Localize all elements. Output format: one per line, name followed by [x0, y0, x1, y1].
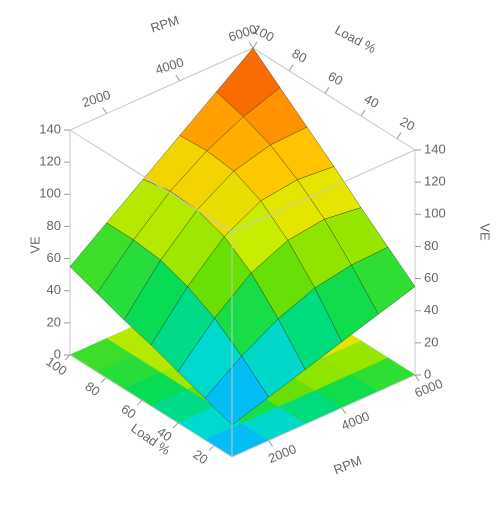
box-edge	[231, 149, 416, 233]
z-tick-label: 0	[54, 346, 61, 361]
y-tick-label: 100	[43, 354, 69, 379]
z-tick-label: 100	[424, 206, 446, 221]
y-tick	[396, 132, 402, 139]
y-tick	[172, 422, 179, 429]
surface-cell	[204, 355, 269, 426]
y-tick-label: 80	[290, 46, 310, 66]
z-tick-label: 120	[424, 174, 446, 189]
x-tick	[341, 407, 347, 415]
z-axis-title: VE	[478, 223, 493, 241]
x-tick	[102, 107, 108, 114]
x-tick-label: 4000	[339, 408, 371, 433]
x-tick	[175, 74, 181, 82]
y-tick	[64, 354, 71, 361]
y-tick-label: 20	[398, 114, 418, 134]
z-tick-label: 20	[47, 314, 61, 329]
y-tick	[360, 109, 366, 117]
z-tick-label: 40	[424, 302, 438, 317]
box-edge	[69, 129, 233, 233]
y-tick	[288, 64, 294, 71]
y-axis-title: Load %	[333, 22, 379, 56]
box-front	[69, 129, 416, 458]
z-tick-label: 0	[424, 366, 431, 381]
box-edge	[231, 374, 416, 458]
x-tick	[268, 440, 274, 447]
y-tick-label: 20	[190, 447, 210, 468]
x-tick-label: 4000	[153, 54, 185, 77]
z-axis-title: VE	[27, 236, 42, 254]
z-tick-label: 140	[424, 141, 446, 156]
y-tick	[252, 41, 258, 49]
z-tick-label: 80	[424, 238, 438, 253]
x-tick-label: 2000	[80, 87, 112, 110]
z-tick-label: 140	[39, 121, 61, 136]
y-tick	[136, 399, 143, 406]
y-tick-label: 40	[154, 424, 174, 445]
x-tick	[248, 41, 254, 49]
z-tick-label: 100	[39, 186, 61, 201]
z-tick-label: 80	[47, 218, 61, 233]
surface	[69, 47, 416, 426]
y-tick	[208, 445, 215, 452]
box-edge	[69, 354, 233, 458]
z-tick-label: 20	[424, 334, 438, 349]
x-axis-title: RPM	[331, 453, 363, 478]
x-axis-title: RPM	[149, 12, 181, 35]
x-tick-label: 6000	[412, 376, 444, 401]
z-tick-label: 40	[47, 282, 61, 297]
box-edge	[252, 47, 416, 151]
y-tick	[324, 87, 330, 94]
x-tick-label: 2000	[266, 441, 298, 466]
z-tick-label: 60	[424, 270, 438, 285]
z-tick-label: 120	[39, 154, 61, 169]
y-tick	[100, 377, 107, 384]
y-tick-label: 60	[326, 68, 346, 88]
box-edge	[69, 47, 254, 131]
y-tick-label: 80	[82, 379, 102, 400]
z-tick-label: 60	[47, 250, 61, 265]
y-tick-label: 60	[118, 401, 138, 422]
y-tick-label: 40	[362, 91, 382, 111]
x-tick	[414, 374, 420, 382]
